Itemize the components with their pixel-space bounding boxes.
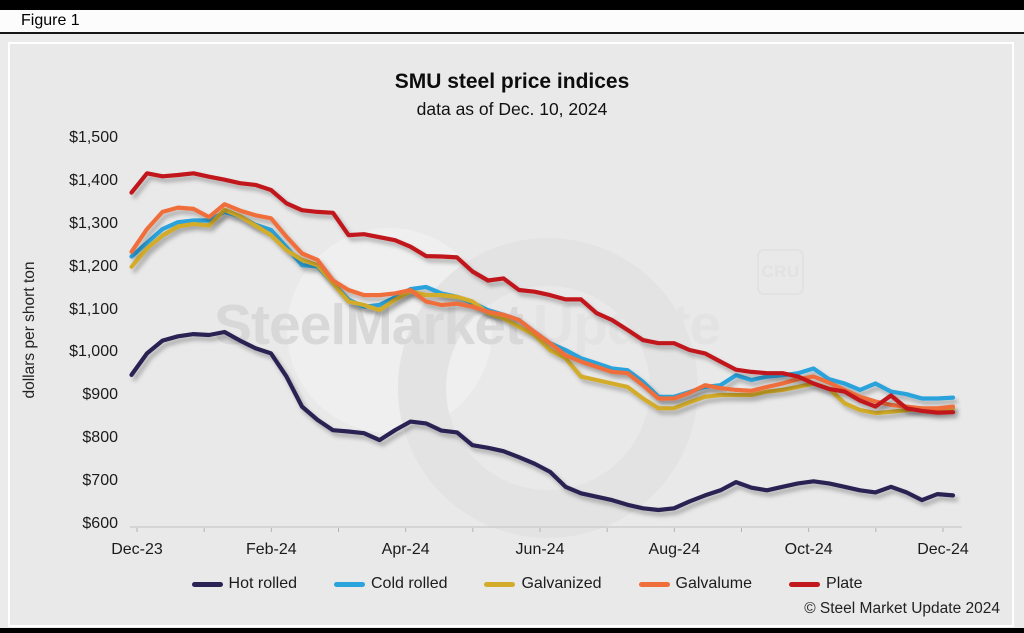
bottom-black-bar — [0, 628, 1024, 633]
figure-header: Figure 1 — [0, 10, 1024, 34]
top-black-bar — [0, 0, 1024, 10]
watermark-brand-text: SteelMarket Update — [214, 297, 721, 354]
cru-logo-watermark: CRU — [757, 249, 804, 295]
figure-label: Figure 1 — [21, 12, 80, 29]
watermark-brand-light: Update — [533, 293, 721, 357]
watermark-brand-bold: SteelMarket — [214, 293, 524, 357]
cru-logo-text: CRU — [761, 262, 800, 281]
watermark-swoosh-ring — [398, 238, 698, 538]
